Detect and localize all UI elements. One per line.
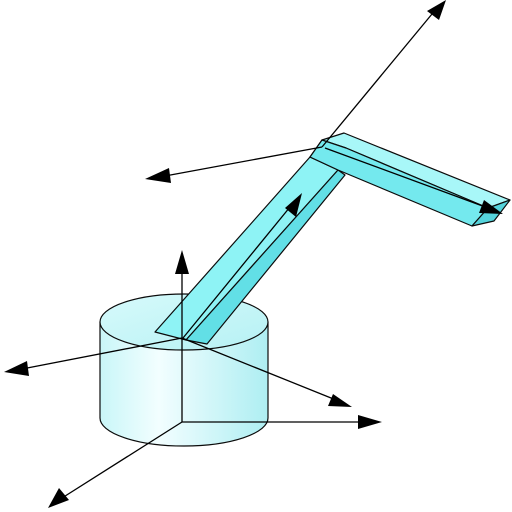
elbow-left-axis <box>164 146 323 177</box>
link1-arrowhead-icon <box>285 193 302 217</box>
upper-arm-link <box>309 132 511 227</box>
link2-axis <box>324 147 489 209</box>
elbow-long-arrowhead-icon <box>427 0 446 20</box>
base-left-axis <box>21 337 183 370</box>
base-diag-arrowhead-icon <box>328 394 352 407</box>
base-z-arrowhead-icon <box>175 250 189 274</box>
ground-y-axis <box>61 421 183 499</box>
coordinate-frame-arrows <box>4 0 503 508</box>
ground-x-arrowhead-icon <box>358 415 382 429</box>
ground-y-arrowhead-icon <box>48 488 69 508</box>
link1-axis <box>182 206 291 339</box>
lower-link-right-face <box>185 169 346 345</box>
cylinder-side <box>99 321 269 447</box>
base-diag-axis <box>181 337 337 401</box>
base-left-arrowhead-icon <box>4 361 29 376</box>
link2-arrowhead-icon <box>479 200 503 214</box>
elbow-left-arrowhead-icon <box>145 168 171 183</box>
cylinder-base <box>99 293 269 447</box>
elbow-long-axis <box>321 13 433 148</box>
